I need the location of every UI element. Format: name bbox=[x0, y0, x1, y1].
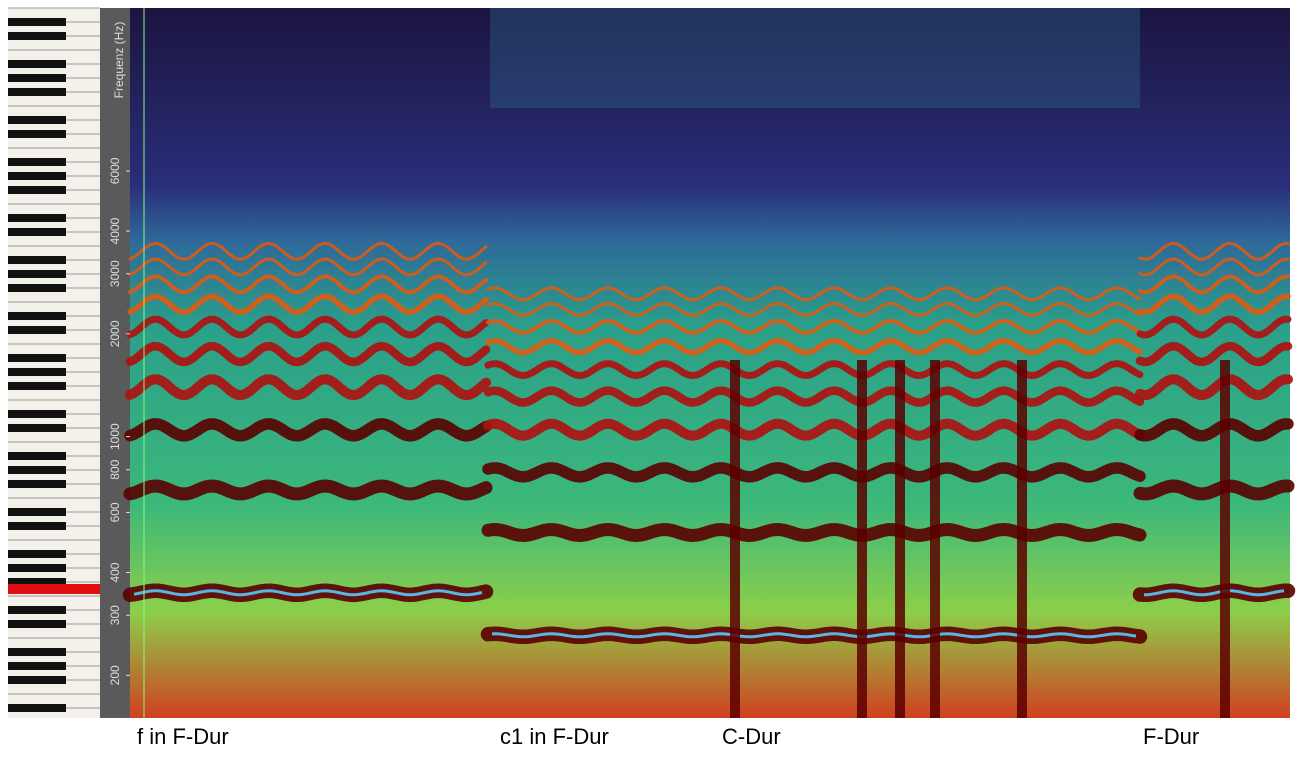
black-key bbox=[8, 270, 66, 278]
black-key bbox=[8, 550, 66, 558]
black-key bbox=[8, 648, 66, 656]
black-key bbox=[8, 564, 66, 572]
black-key bbox=[8, 130, 66, 138]
black-key bbox=[8, 116, 66, 124]
black-key bbox=[8, 466, 66, 474]
tick-label: 2000 bbox=[108, 320, 122, 347]
onset bbox=[930, 360, 940, 718]
black-key bbox=[8, 172, 66, 180]
black-key bbox=[8, 88, 66, 96]
tick-label: 800 bbox=[108, 459, 122, 479]
black-key bbox=[8, 662, 66, 670]
tick-label: 600 bbox=[108, 502, 122, 522]
tick-label: 200 bbox=[108, 665, 122, 685]
black-key bbox=[8, 452, 66, 460]
tick-label: 400 bbox=[108, 562, 122, 582]
onset bbox=[857, 360, 867, 718]
page: Frequenz (Hz) 200 300 400 600 800 1000 2000 300… bbox=[0, 0, 1296, 753]
harmonic bbox=[488, 530, 1140, 536]
black-key bbox=[8, 186, 66, 194]
black-key bbox=[8, 312, 66, 320]
onset bbox=[895, 360, 905, 718]
annotation: f in F-Dur bbox=[137, 724, 229, 749]
black-key bbox=[8, 158, 66, 166]
black-key bbox=[8, 620, 66, 628]
black-key bbox=[8, 214, 66, 222]
annotation: F-Dur bbox=[1143, 724, 1199, 749]
black-key bbox=[8, 382, 66, 390]
onset bbox=[1017, 360, 1027, 718]
onset bbox=[730, 360, 740, 718]
active-key bbox=[8, 584, 100, 594]
high-noise bbox=[490, 8, 1140, 108]
annotation: c1 in F-Dur bbox=[500, 724, 609, 749]
tick-label: 3000 bbox=[108, 260, 122, 287]
annotation: C-Dur bbox=[722, 724, 781, 749]
black-key bbox=[8, 74, 66, 82]
black-key bbox=[8, 480, 66, 488]
harmonic bbox=[1140, 486, 1288, 494]
black-key bbox=[8, 18, 66, 26]
tick-label: 1000 bbox=[108, 423, 122, 450]
black-key bbox=[8, 508, 66, 516]
spectrogram-view: Frequenz (Hz) 200 300 400 600 800 1000 2000 300… bbox=[0, 0, 1296, 753]
black-key bbox=[8, 368, 66, 376]
black-key bbox=[8, 284, 66, 292]
black-key bbox=[8, 676, 66, 684]
black-key bbox=[8, 60, 66, 68]
black-key bbox=[8, 326, 66, 334]
black-key bbox=[8, 410, 66, 418]
black-key bbox=[8, 228, 66, 236]
black-key bbox=[8, 32, 66, 40]
black-key bbox=[8, 704, 66, 712]
onset bbox=[1220, 360, 1230, 718]
axis-label: Frequenz (Hz) bbox=[112, 22, 126, 99]
tick-label: 4000 bbox=[108, 217, 122, 244]
black-key bbox=[8, 424, 66, 432]
tick-label: 6000 bbox=[108, 157, 122, 184]
tick-label: 300 bbox=[108, 605, 122, 625]
black-key bbox=[8, 256, 66, 264]
black-key bbox=[8, 354, 66, 362]
black-key bbox=[8, 606, 66, 614]
black-key bbox=[8, 522, 66, 530]
